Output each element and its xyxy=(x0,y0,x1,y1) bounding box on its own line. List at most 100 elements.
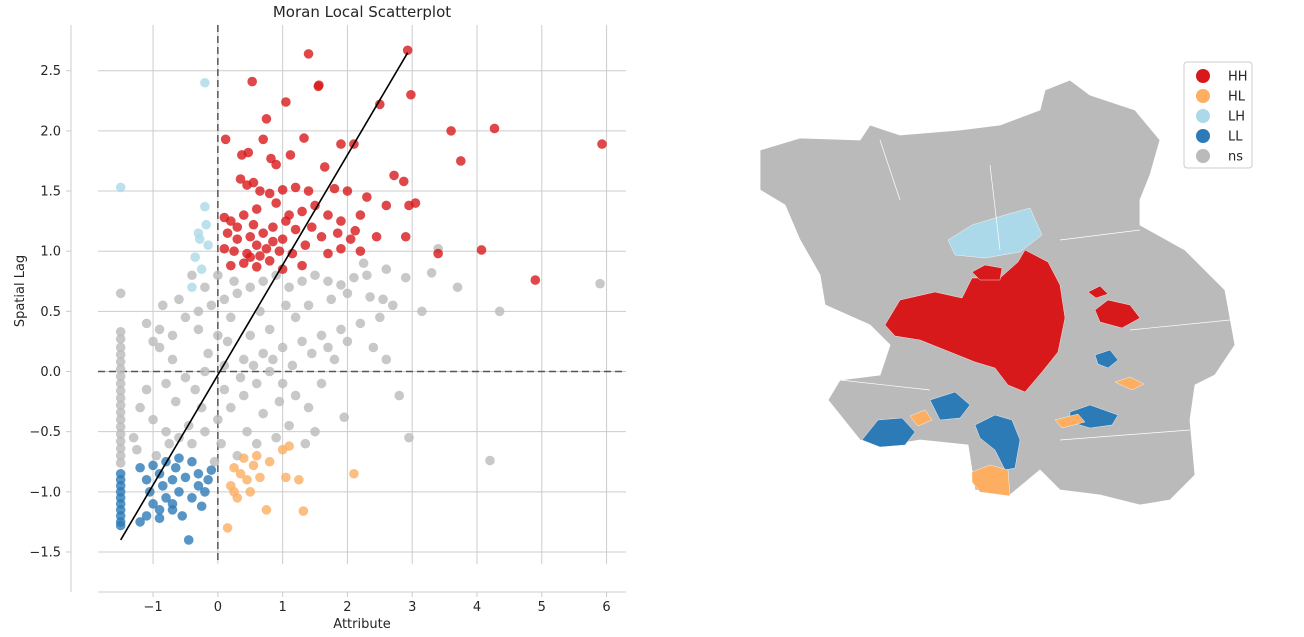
y-tick-label: −1.5 xyxy=(29,545,61,560)
scatter-point-ns xyxy=(277,378,288,389)
scatter-point-ns xyxy=(404,432,414,443)
scatter-point-ns xyxy=(206,300,217,311)
scatter-point-ns xyxy=(180,372,191,383)
scatter-point-ll xyxy=(180,472,191,483)
scatter-point-hh xyxy=(251,204,262,214)
scatter-point-ns xyxy=(485,455,495,466)
scatter-point-ll xyxy=(148,460,158,471)
scatter-point-hh xyxy=(285,150,296,160)
choropleth-map: HH HL LH LL ns xyxy=(759,61,1253,506)
scatter-point-ll xyxy=(193,468,204,479)
scatter-point-ll xyxy=(167,499,178,509)
scatter-point-hh xyxy=(277,264,288,275)
scatter-point-hl xyxy=(261,505,272,515)
scatter-point-hl xyxy=(251,450,262,461)
scatter-point-ns xyxy=(290,390,301,401)
y-tick-label: 0.0 xyxy=(40,365,61,380)
scatter-point-ns xyxy=(193,306,204,317)
scatter-point-ns xyxy=(417,306,427,317)
legend-marker-hh xyxy=(1196,69,1210,83)
scatter-point-hh xyxy=(229,246,239,256)
scatter-point-ns xyxy=(251,378,262,389)
scatter-point-hh xyxy=(248,219,259,230)
scatter-point-ns xyxy=(355,318,366,329)
y-tick-label: 1.0 xyxy=(40,245,61,260)
scatter-point-hh xyxy=(476,245,487,255)
legend-marker-ll xyxy=(1196,129,1210,143)
map-region-ll-west xyxy=(861,417,916,448)
scatter-point-ns xyxy=(245,282,256,293)
scatter-point-ns xyxy=(264,324,275,335)
axis-spines xyxy=(70,25,626,593)
scatter-point-ns xyxy=(216,438,226,449)
scatter-point-ns xyxy=(193,324,204,335)
scatter-point-hh xyxy=(316,231,327,242)
map-region-ll-south xyxy=(974,414,1021,471)
scatter-point-hh xyxy=(355,210,366,220)
x-tick-label: −1 xyxy=(143,600,162,615)
scatter-point-ns xyxy=(148,336,158,347)
scatter-point-hl xyxy=(349,468,359,479)
scatter-point-hh xyxy=(389,170,399,181)
scatter-point-ns xyxy=(161,426,171,437)
scatter-point-ll xyxy=(200,487,210,497)
scatter-point-ns xyxy=(115,342,126,353)
scatter-point-hl xyxy=(235,468,246,479)
scatter-point-ns xyxy=(258,348,269,359)
scatter-point-ns xyxy=(326,294,337,305)
scatter-point-ns xyxy=(115,357,126,367)
scatter-point-lh xyxy=(200,77,210,88)
scatter-point-ns xyxy=(358,258,369,269)
tick-labels: −1 0 1 2 3 4 5 6 −1.5 −1.0 −0.5 0.0 0.5 1.0 1.5 2.0 2.5 xyxy=(29,64,610,615)
scatter-point-hh xyxy=(235,174,246,184)
scatter-point-ll xyxy=(167,474,178,485)
scatter-point-ll xyxy=(157,480,168,491)
scatter-point-ns xyxy=(229,276,239,287)
scatter-point-ll xyxy=(170,462,181,473)
scatter-point-hh xyxy=(342,186,353,196)
scatter-point-hh xyxy=(258,228,269,238)
scatter-point-hh xyxy=(336,243,346,254)
scatter-point-hh xyxy=(332,228,343,238)
scatter-point-ns xyxy=(151,450,162,461)
scatter-point-hh xyxy=(319,162,330,172)
scatter-point-hh xyxy=(290,182,301,193)
scatter-point-ns xyxy=(115,334,126,344)
scatter-point-ns xyxy=(316,378,327,389)
scatter-point-ll xyxy=(174,487,184,497)
scatter-point-ll xyxy=(187,456,197,467)
scatter-point-hh xyxy=(398,176,409,187)
scatter-point-hl xyxy=(264,456,275,467)
map-region-hl-south xyxy=(971,464,1011,497)
scatter-point-hh xyxy=(264,256,275,266)
scatter-point-ll xyxy=(203,474,213,485)
scatter-point-ns xyxy=(281,300,291,311)
scatter-point-ns xyxy=(115,326,126,337)
map-region-lh xyxy=(947,207,1043,259)
scatter-point-lh xyxy=(190,252,200,263)
scatter-point-ns xyxy=(232,288,243,299)
map-regions xyxy=(759,79,1236,506)
scatter-point-hh xyxy=(261,243,272,254)
scatter-point-ll xyxy=(135,517,145,527)
y-tick-label: 2.5 xyxy=(40,64,61,79)
scatter-point-ns xyxy=(452,282,463,293)
scatter-point-ns xyxy=(258,408,269,419)
scatter-point-ns xyxy=(115,385,126,396)
scatter-point-ns xyxy=(381,354,392,365)
chart-title: Moran Local Scatterplot xyxy=(273,3,451,21)
scatter-point-hh xyxy=(277,234,288,244)
scatter-point-hh xyxy=(433,248,443,259)
scatter-point-hh xyxy=(530,275,541,285)
scatter-point-ns xyxy=(213,270,223,281)
scatter-point-hh xyxy=(455,156,466,166)
scatter-point-ns xyxy=(209,456,220,467)
scatter-point-hh xyxy=(375,99,385,110)
map-region-hh-north xyxy=(971,264,1003,281)
scatter-point-ns xyxy=(336,324,346,335)
scatter-point-ns xyxy=(115,400,126,410)
scatter-point-ns xyxy=(141,384,152,395)
grid-lines xyxy=(98,25,626,564)
scatter-point-lh xyxy=(203,240,213,250)
scatter-point-ll xyxy=(135,462,145,473)
